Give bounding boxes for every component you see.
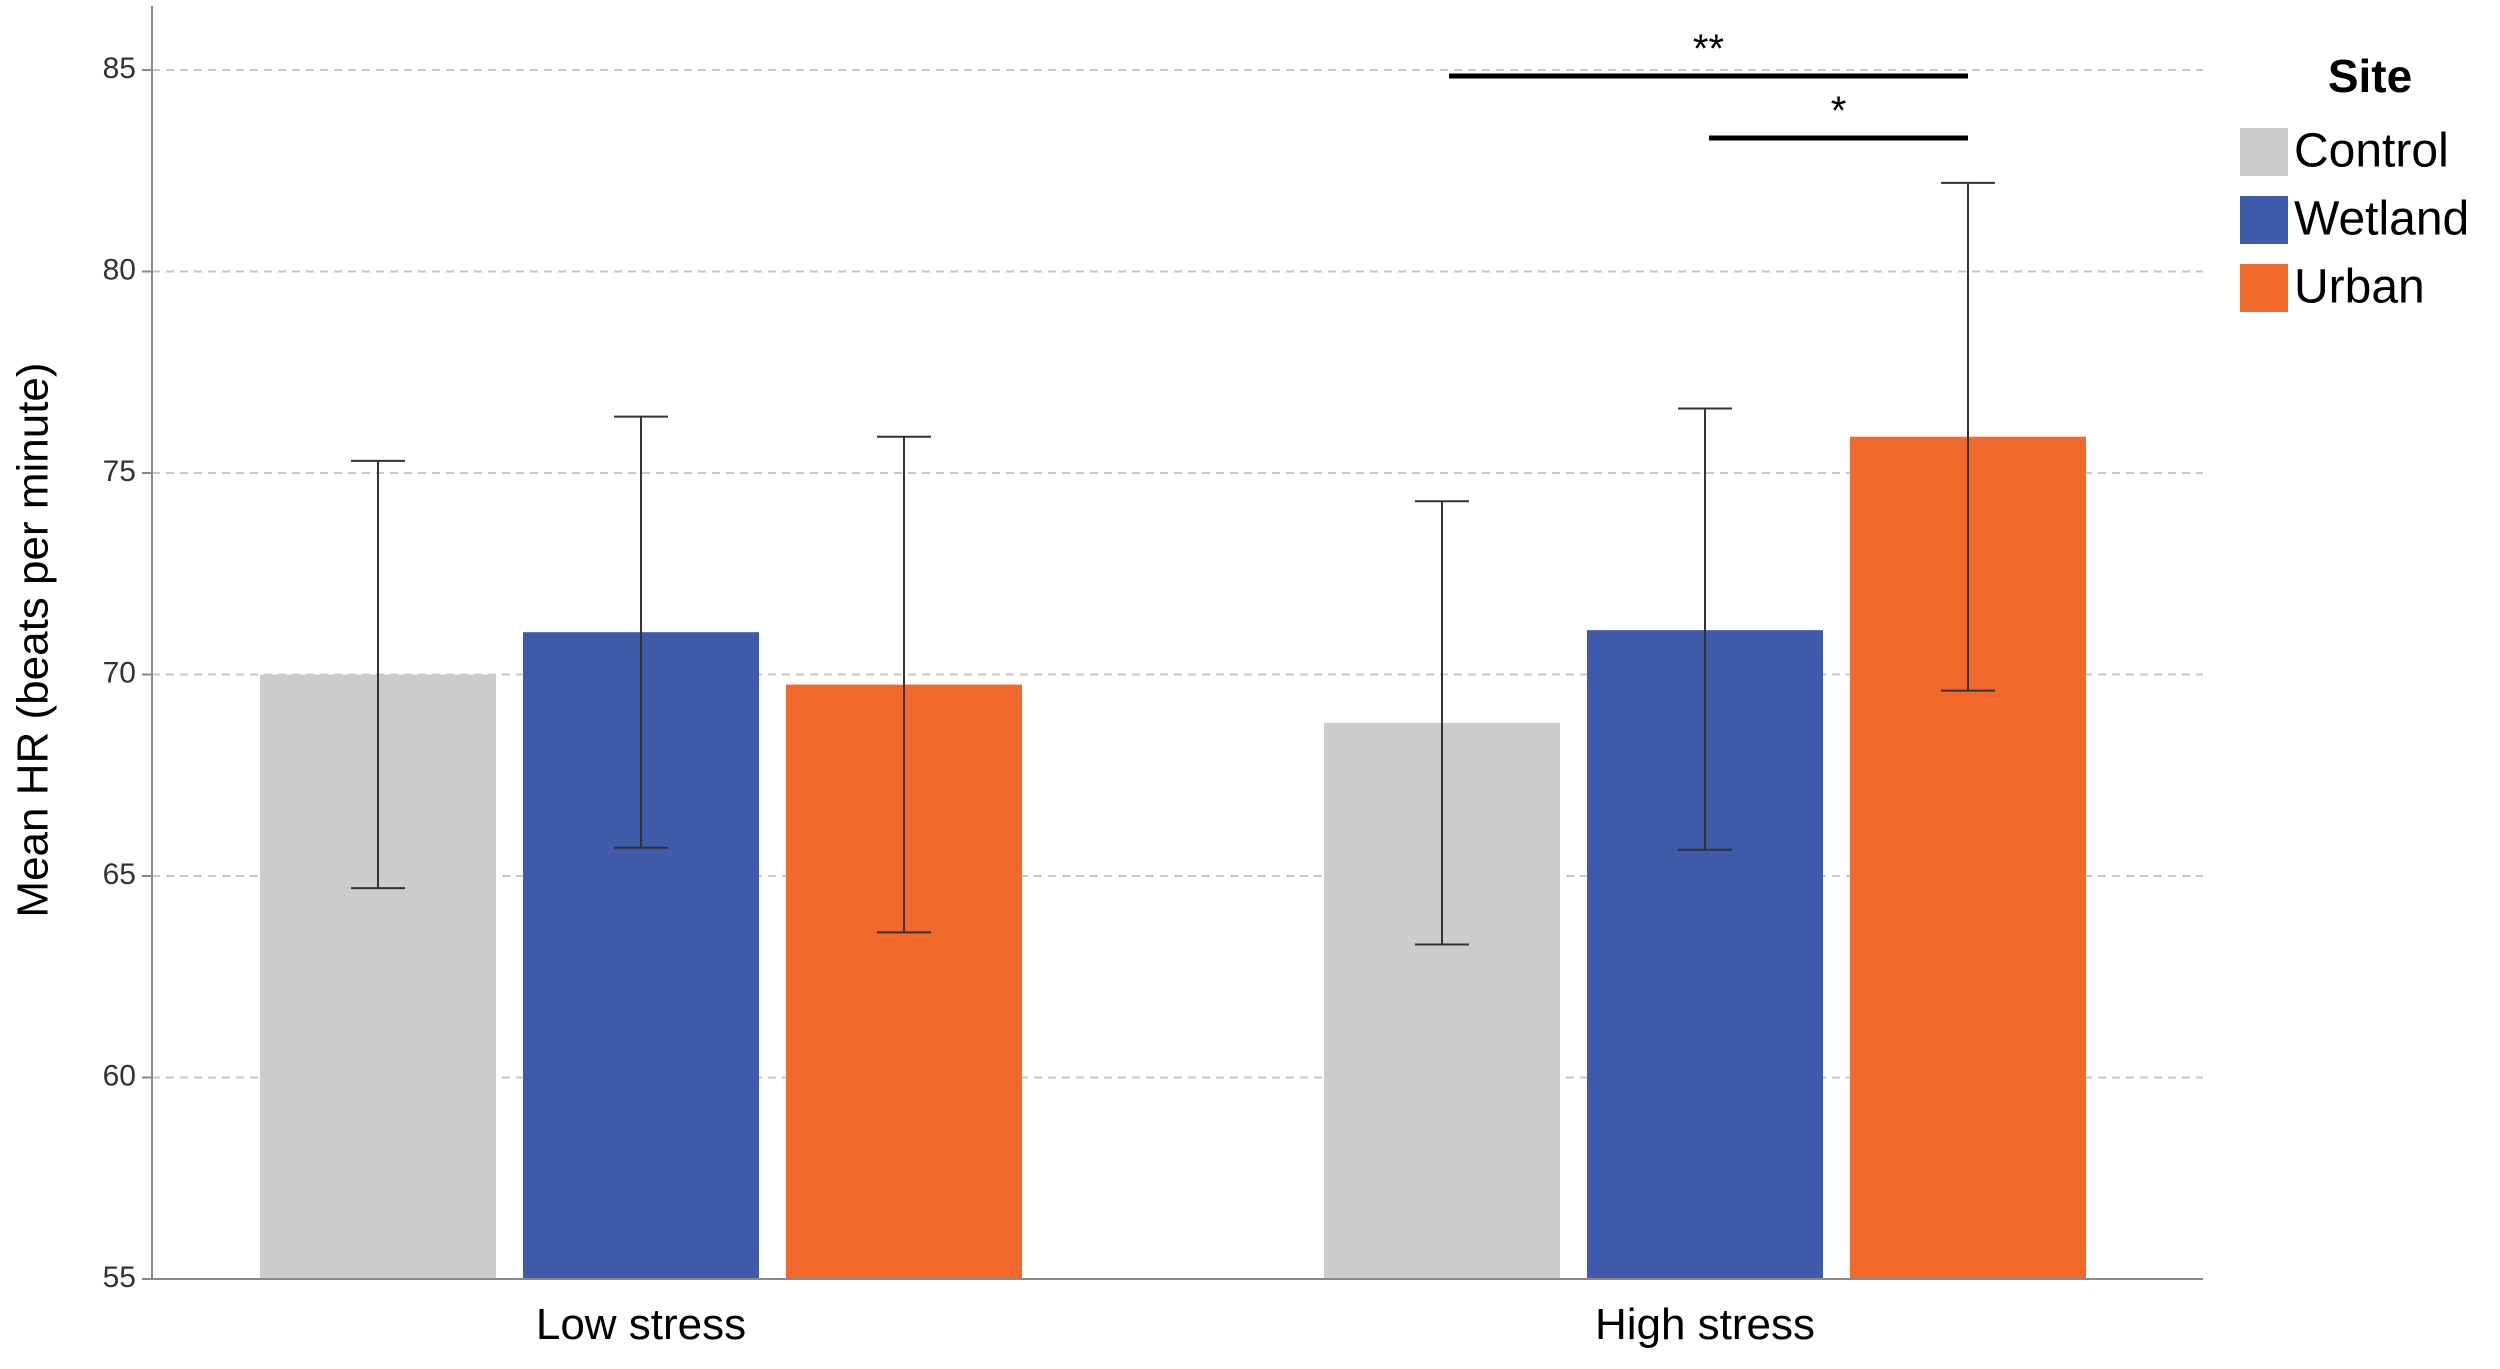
error-bars [351,181,1995,946]
y-axis-label: Mean HR (beats per minute) [9,362,58,917]
significance-label: * [1831,89,1847,133]
y-tick-labels: 55 60 65 70 75 80 85 [103,52,152,1294]
y-tick-label: 55 [103,1261,136,1294]
axes [151,6,2203,1280]
y-tick-label: 80 [103,253,136,286]
x-tick-label-high-stress: High stress [1595,1300,1815,1349]
legend-label-control: Control [2294,125,2449,178]
y-tick-label: 85 [103,52,136,85]
legend-swatch-control [2240,128,2288,176]
legend-label-urban: Urban [2294,261,2425,314]
legend-label-wetland: Wetland [2294,193,2469,246]
significance-label: ** [1693,27,1724,71]
legend-swatch-urban [2240,264,2288,312]
y-tick-label: 65 [103,858,136,891]
y-tick-label: 75 [103,455,136,488]
x-tick-labels: Low stress High stress [536,1300,1815,1349]
legend-swatch-wetland [2240,196,2288,244]
legend: Site Control Wetland Urban [2240,50,2469,314]
bars [260,436,2086,1280]
significance-annotations: *** [1449,27,1968,141]
y-tick-label: 70 [103,656,136,689]
y-tick-label: 60 [103,1059,136,1092]
legend-title: Site [2328,50,2412,102]
x-tick-label-low-stress: Low stress [536,1300,746,1349]
